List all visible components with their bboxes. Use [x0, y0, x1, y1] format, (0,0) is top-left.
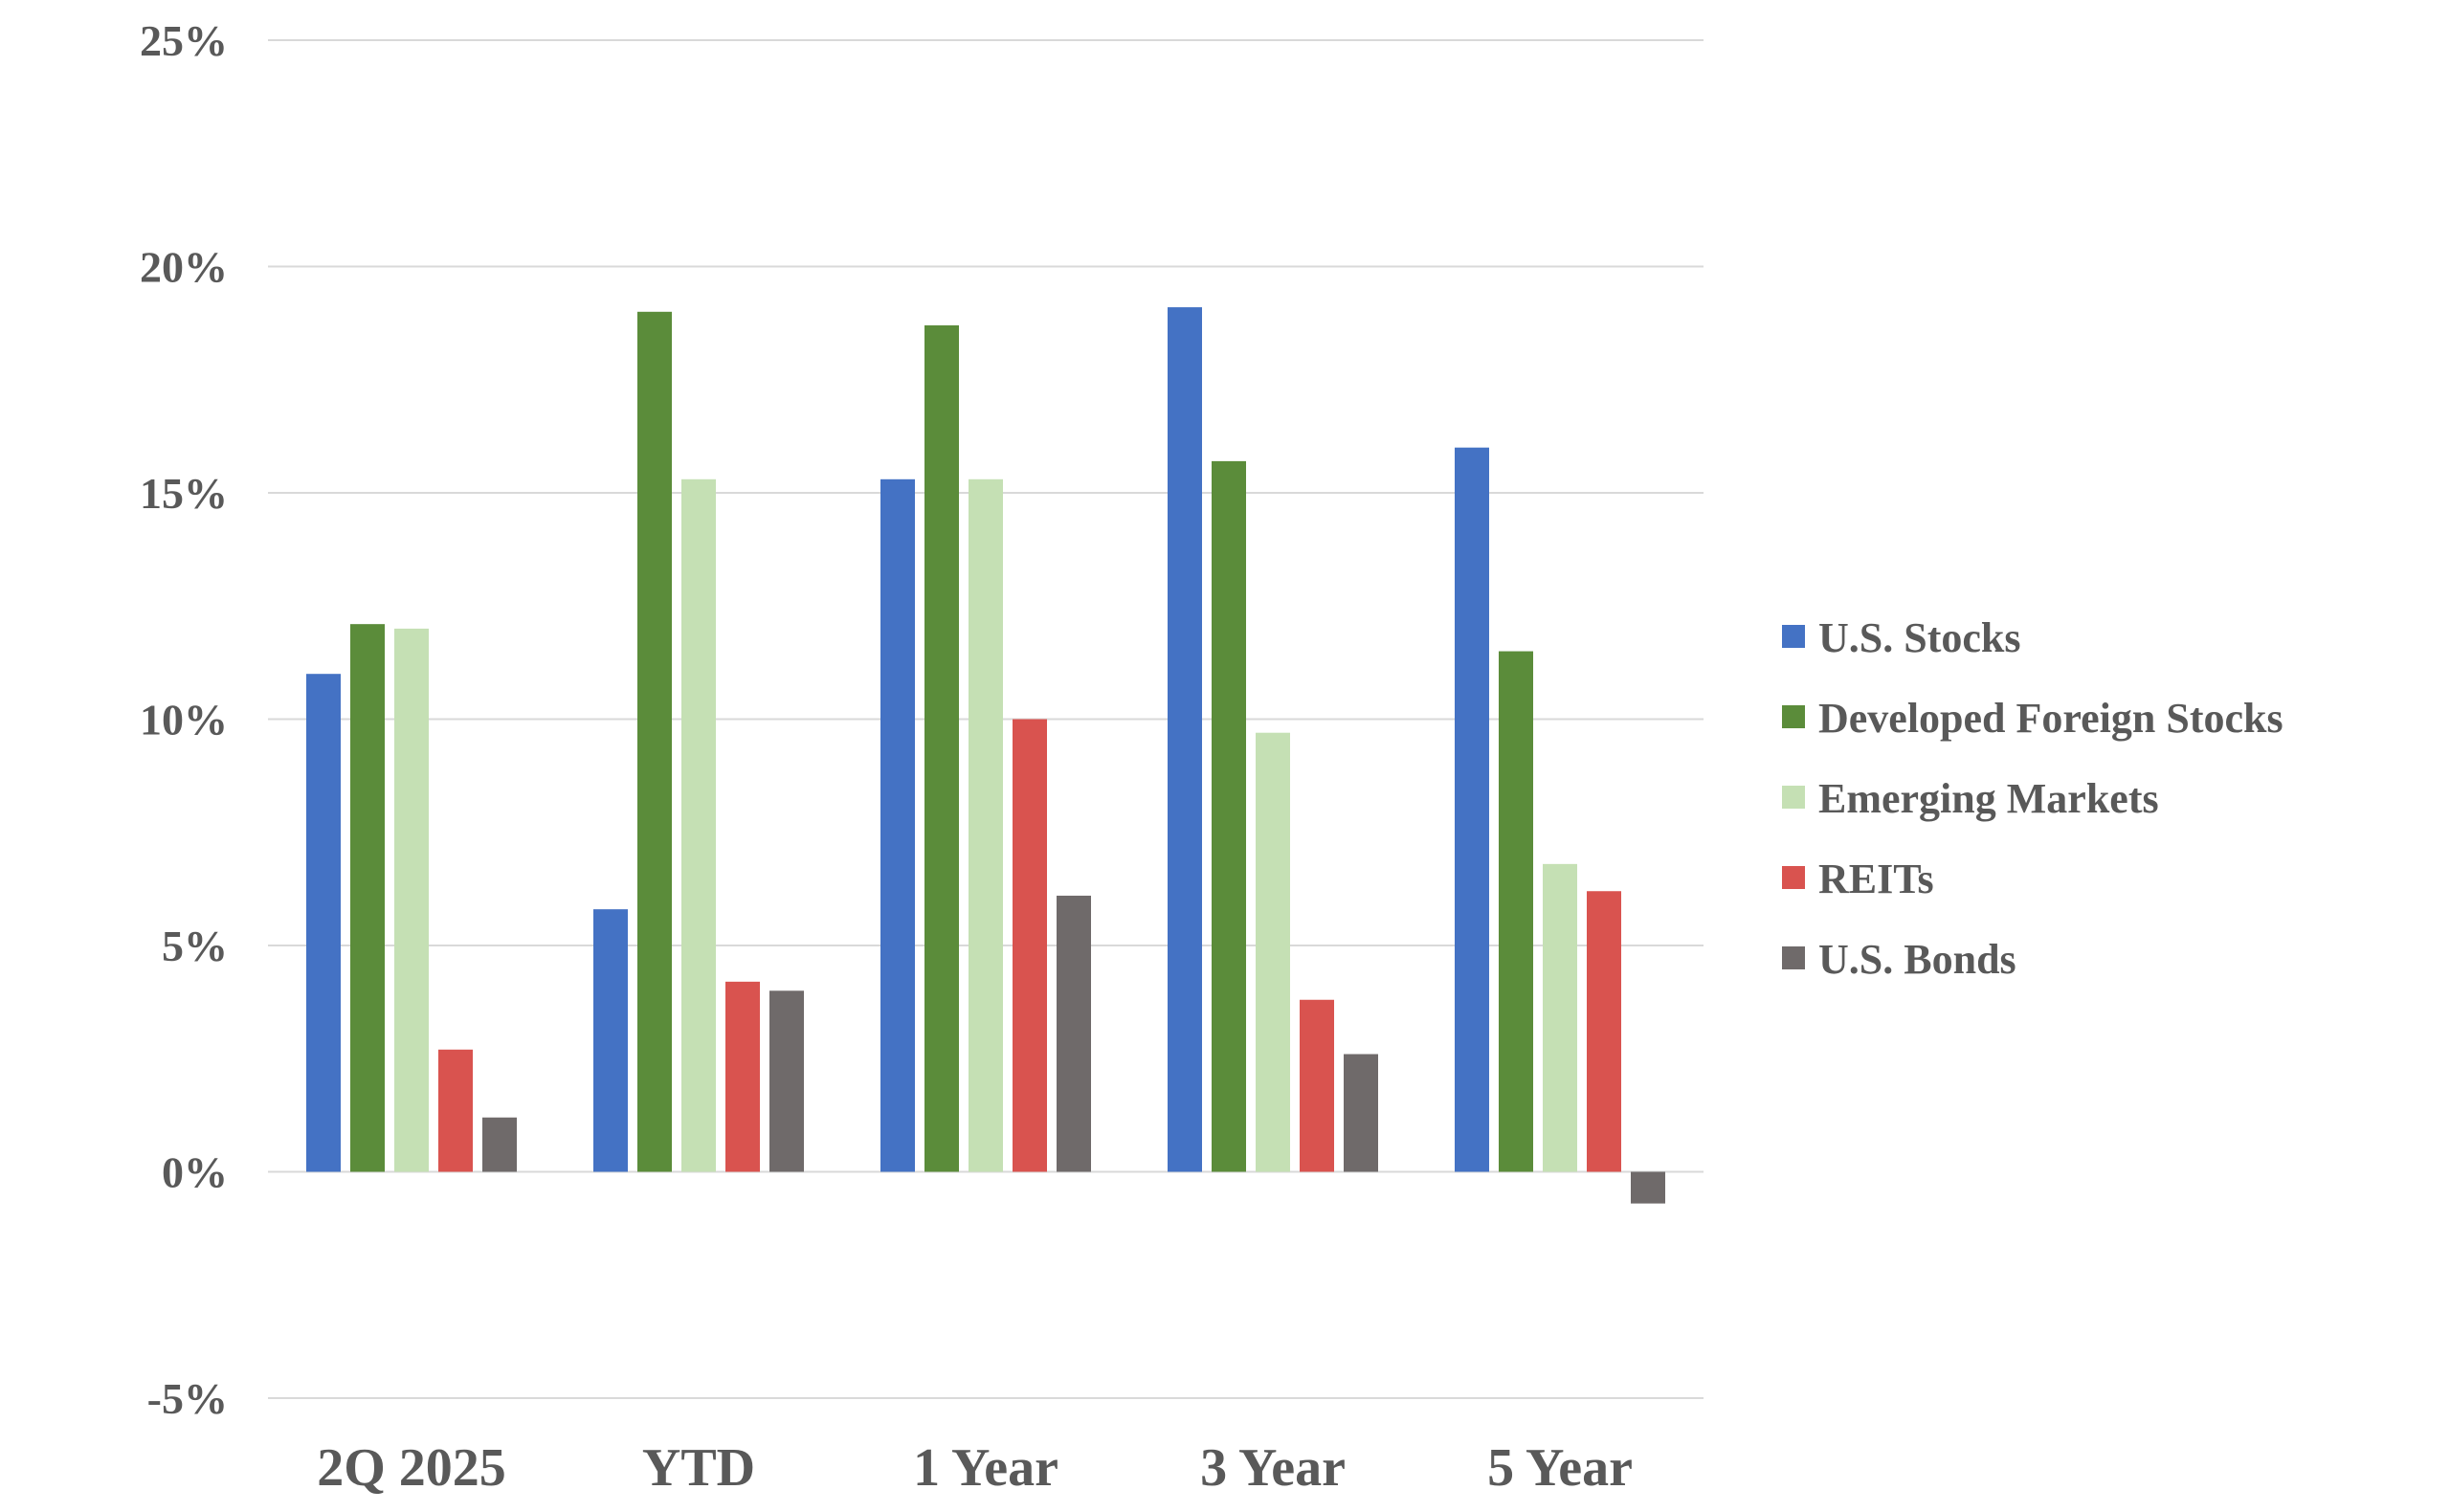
y-axis-tick-labels: 25% 20% 15% 10% 5% 0% -5%	[140, 16, 228, 1423]
legend-label: REITs	[1818, 856, 1934, 902]
bar-developed-foreign-stocks-0	[350, 624, 385, 1172]
bar-u-s-stocks-1	[593, 909, 628, 1172]
bar-u-s-stocks-4	[1455, 447, 1489, 1172]
bar-u-s-stocks-2	[880, 478, 915, 1172]
y-tick-label: 0%	[162, 1148, 228, 1197]
x-category-label: 3 Year	[1200, 1438, 1346, 1498]
y-tick-label: 25%	[140, 16, 228, 65]
bar-reits-2	[1013, 719, 1047, 1172]
bar-u-s-bonds-2	[1057, 895, 1091, 1172]
x-axis-category-labels: 2Q 2025 YTD 1 Year 3 Year 5 Year	[317, 1438, 1633, 1498]
legend: U.S. Stocks Developed Foreign Stocks Emerg…	[1782, 614, 2283, 983]
x-category-label: 2Q 2025	[317, 1438, 506, 1498]
bar-developed-foreign-stocks-3	[1212, 460, 1246, 1172]
bar-u-s-bonds-0	[482, 1117, 517, 1172]
legend-label: Emerging Markets	[1818, 775, 2159, 822]
x-category-label: 5 Year	[1487, 1438, 1633, 1498]
y-tick-label: -5%	[147, 1374, 228, 1423]
legend-swatch	[1782, 946, 1805, 969]
bar-emerging-markets-3	[1256, 732, 1290, 1172]
bar-emerging-markets-4	[1543, 863, 1577, 1172]
y-tick-label: 5%	[162, 922, 228, 970]
x-category-label: YTD	[642, 1438, 755, 1498]
y-tick-label: 10%	[140, 696, 228, 745]
legend-label: Developed Foreign Stocks	[1818, 695, 2283, 742]
bar-u-s-bonds-4	[1631, 1171, 1665, 1204]
bar-reits-0	[438, 1049, 473, 1172]
bar-reits-4	[1587, 891, 1621, 1172]
bar-u-s-bonds-1	[769, 990, 804, 1172]
bar-developed-foreign-stocks-1	[637, 311, 672, 1172]
legend-swatch	[1782, 705, 1805, 728]
bar-emerging-markets-1	[681, 478, 716, 1172]
bar-developed-foreign-stocks-4	[1499, 651, 1533, 1172]
bar-u-s-stocks-3	[1168, 307, 1202, 1172]
bar-reits-3	[1300, 999, 1334, 1172]
x-category-label: 1 Year	[913, 1438, 1058, 1498]
bars	[306, 307, 1665, 1204]
bar-developed-foreign-stocks-2	[924, 324, 959, 1172]
legend-swatch	[1782, 866, 1805, 889]
legend-label: U.S. Bonds	[1818, 936, 2016, 983]
legend-label: U.S. Stocks	[1818, 614, 2021, 661]
bar-reits-1	[725, 981, 760, 1172]
bar-emerging-markets-0	[394, 628, 429, 1172]
bar-u-s-stocks-0	[306, 674, 341, 1172]
y-tick-label: 15%	[140, 469, 228, 518]
legend-swatch	[1782, 625, 1805, 648]
y-tick-label: 20%	[140, 243, 228, 292]
bar-u-s-bonds-3	[1344, 1054, 1378, 1172]
legend-swatch	[1782, 786, 1805, 809]
bar-emerging-markets-2	[969, 478, 1003, 1172]
